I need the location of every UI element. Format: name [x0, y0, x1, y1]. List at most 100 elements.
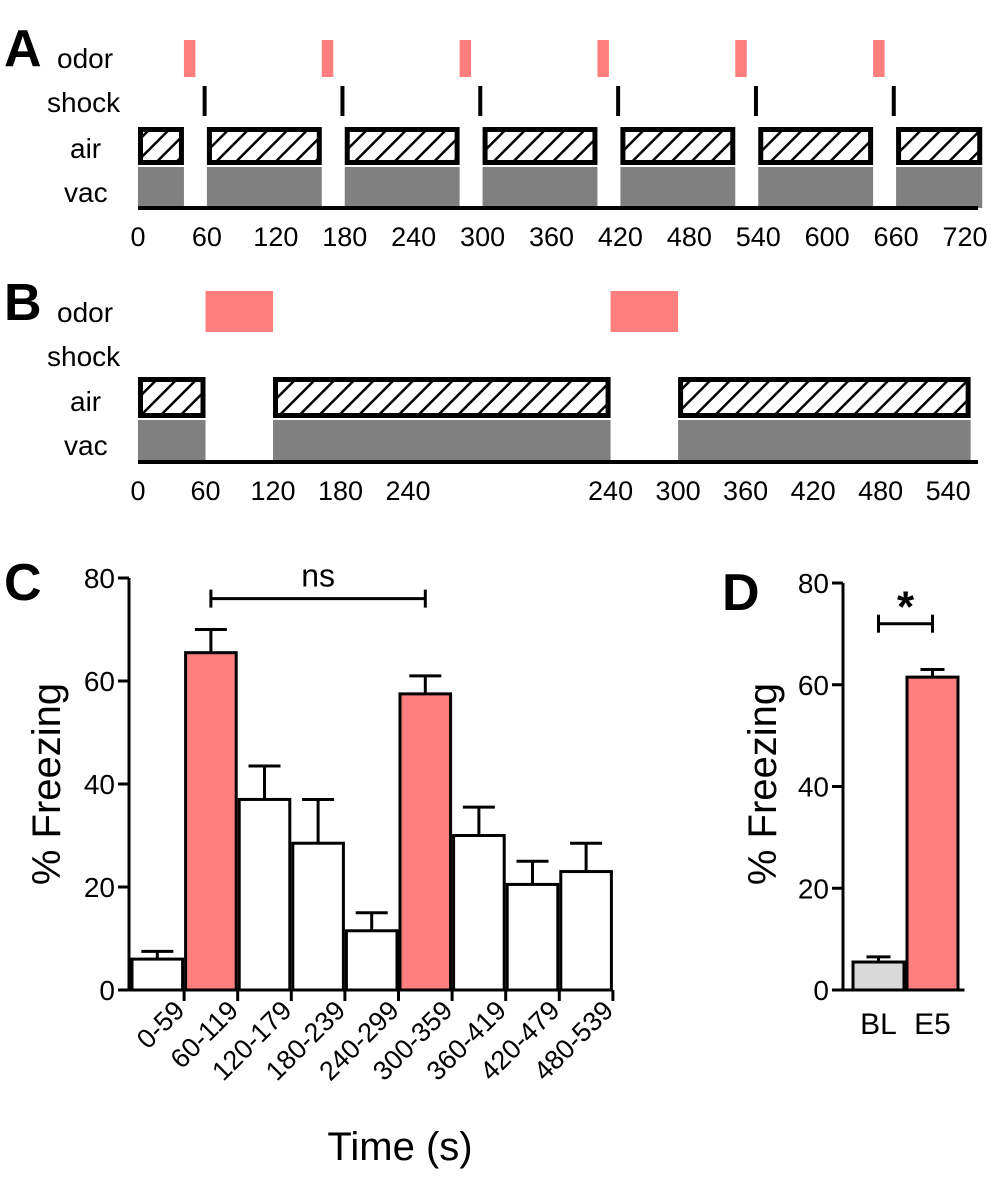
panel-a-tick-labels: 0 60 120 180 240 300 360 420 480 540 600 660 720	[130, 222, 987, 252]
panel-a-shock-label: shock	[47, 87, 121, 118]
panel-a-shock-row	[202, 86, 896, 116]
panel-a-air-block-1	[206, 127, 322, 165]
panel-a-tick-label-6: 360	[529, 222, 574, 252]
panel-a-tick-label-8: 480	[667, 222, 712, 252]
panel-b-tick-label-9: 480	[858, 476, 903, 506]
c-bar-4	[344, 929, 399, 992]
panel-b-vac-label: vac	[64, 430, 108, 461]
panel-a-tick-label-4: 240	[391, 222, 436, 252]
panel-a-odor-pulse-5	[873, 40, 885, 77]
panel-b-tick-label-7: 360	[723, 476, 768, 506]
panel-a-tick-label-3: 180	[322, 222, 367, 252]
panel-b-tick-label-8: 420	[791, 476, 836, 506]
panel-a-air-row	[138, 127, 983, 165]
panel-a-odor-pulse-3	[597, 40, 609, 77]
panel-b-vac-block-0	[138, 420, 206, 462]
panel-a-odor-pulse-1	[321, 40, 334, 77]
panel-a-vac-block-1	[206, 167, 322, 208]
c-bar-5	[398, 692, 453, 992]
panel-a-vac-label: vac	[64, 177, 108, 208]
panel-b-vac-block-2	[678, 420, 971, 462]
c-bar-2	[237, 797, 292, 992]
panel-b-vac-row	[138, 420, 971, 462]
panel-b-odor-row	[205, 291, 679, 332]
panel-a-tick-label-9: 540	[736, 222, 781, 252]
panel-a-tick-label-2: 120	[253, 222, 298, 252]
c-y-tick-label-3: 60	[84, 666, 115, 697]
panel-a-air-label: air	[70, 133, 101, 164]
panel-c-y-axis-label: % Freezing	[25, 683, 69, 885]
panel-a-tick-label-7: 420	[598, 222, 643, 252]
panel-b-tick-label-3: 180	[318, 476, 363, 506]
panel-a-tick-label-10: 600	[805, 222, 850, 252]
c-bar-6	[452, 834, 506, 992]
panel-a-tick-label-0: 0	[130, 222, 145, 252]
panel-a-air-block-2	[344, 127, 460, 165]
panel-a-tick-label-5: 300	[460, 222, 505, 252]
panel-b-shock-label: shock	[47, 341, 121, 372]
panel-a-tick-label-1: 60	[192, 222, 222, 252]
panel-a-protocol: A odor shock air vac 0 60 120 180 240 300 360 4…	[4, 20, 988, 252]
panel-a-letter: A	[4, 20, 42, 78]
panel-c-y-axis: 0 20 40 60 80	[84, 563, 131, 1006]
panel-b-odor-label: odor	[57, 297, 113, 328]
c-bar-0	[130, 957, 185, 992]
panel-b-air-block-0	[138, 377, 206, 418]
panel-b-air-block-1	[273, 377, 611, 418]
panel-a-vac-block-3	[482, 167, 598, 208]
c-y-tick-label-0: 0	[99, 975, 115, 1006]
panel-c-x-axis-label: Time (s)	[327, 1125, 472, 1169]
c-bar-7	[505, 882, 560, 992]
panel-c-chart: C % Freezing Time (s) 0 20 40 60 80 0-5960-1…	[4, 554, 619, 1169]
panel-b-air-row	[138, 377, 971, 418]
panel-b-air-label: air	[70, 386, 101, 417]
panel-d-letter: D	[722, 564, 760, 622]
panel-a-tick-label-12: 720	[942, 222, 987, 252]
panel-b-tick-label-0: 0	[130, 476, 145, 506]
panel-d-x-axis: BL E5	[841, 988, 965, 1041]
d-annotation-text: *	[897, 583, 915, 632]
panel-c-annotation: ns	[209, 558, 427, 608]
panel-b-tick-label-5: 240	[588, 476, 633, 506]
c-y-tick-label-1: 20	[84, 872, 115, 903]
panel-a-vac-block-4	[620, 167, 736, 208]
panel-a-vac-row	[138, 167, 983, 208]
panel-a-odor-label: odor	[57, 43, 113, 74]
panel-a-air-block-6	[896, 127, 983, 165]
d-bar-0	[851, 960, 906, 992]
d-y-tick-label-0: 0	[813, 975, 829, 1006]
panel-b-tick-labels: 0 60 120 180 240 240 300 360 420 480 540	[130, 476, 970, 506]
panel-b-air-block-2	[678, 377, 971, 418]
d-y-tick-label-4: 80	[798, 568, 829, 599]
panel-b-tick-label-2: 120	[250, 476, 295, 506]
panel-a-air-block-5	[758, 127, 874, 165]
panel-a-vac-block-2	[344, 167, 460, 208]
panel-a-vac-block-6	[896, 167, 983, 208]
c-y-tick-label-2: 40	[84, 769, 115, 800]
panel-b-protocol: B odor shock air vac 0 60 120 180 240 240 300 3…	[4, 274, 978, 506]
panel-a-odor-pulse-4	[735, 40, 747, 77]
panel-c-bars	[130, 628, 613, 992]
panel-d-y-axis: 0 20 40 60 80	[798, 568, 845, 1006]
d-y-tick-label-2: 40	[798, 772, 829, 803]
panel-a-odor-pulse-0	[183, 40, 196, 77]
panel-d-annotation: *	[877, 583, 934, 633]
panel-a-air-block-4	[620, 127, 736, 165]
d-bar-1	[905, 675, 960, 992]
panel-d-bars	[851, 667, 960, 992]
c-y-tick-label-4: 80	[84, 563, 115, 594]
panel-b-tick-label-1: 60	[190, 476, 220, 506]
panel-b-odor-pulse-0	[205, 291, 274, 332]
panel-a-air-block-3	[482, 127, 598, 165]
panel-a-tick-label-11: 660	[874, 222, 919, 252]
panel-d-y-axis-label: % Freezing	[741, 683, 785, 885]
panel-d-chart: D % Freezing 0 20 40 60 80 BL E5 *	[722, 564, 965, 1041]
d-y-tick-label-3: 60	[798, 670, 829, 701]
c-bar-1	[184, 651, 238, 992]
panel-b-tick-label-4: 240	[386, 476, 431, 506]
panel-a-vac-block-0	[138, 167, 184, 208]
panel-a-air-block-0	[138, 127, 184, 165]
panel-b-tick-label-6: 300	[656, 476, 701, 506]
panel-c-letter: C	[4, 554, 42, 612]
panel-b-vac-block-1	[273, 420, 611, 462]
